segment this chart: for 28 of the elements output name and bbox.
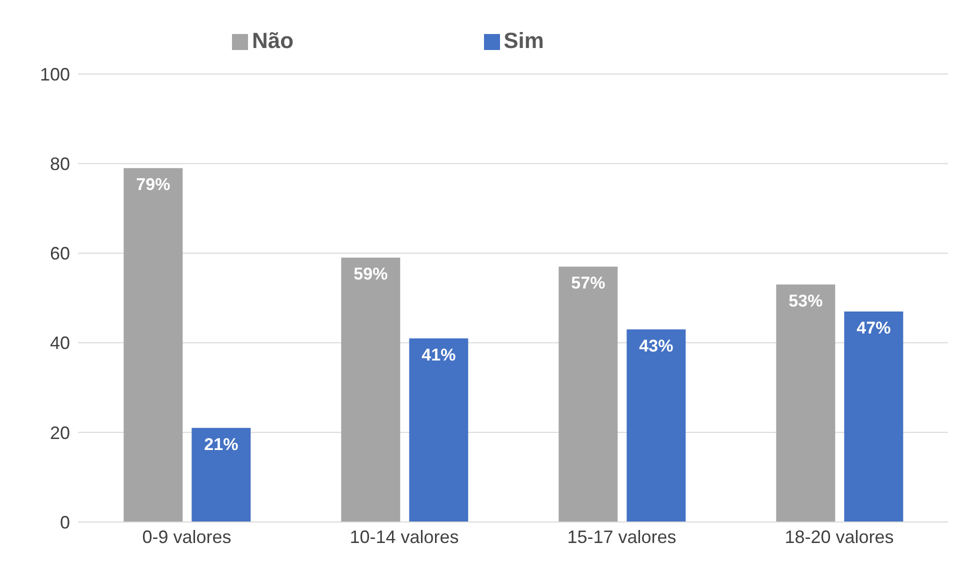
bar [124,168,183,522]
data-label: 59% [354,264,388,284]
bar [626,329,686,522]
data-label: 43% [639,336,674,356]
x-tick-label: 10-14 valores [350,526,459,547]
data-label: 79% [136,175,170,194]
data-label: 47% [856,318,891,338]
y-tick-label: 20 [50,422,70,443]
data-label: 57% [571,274,606,293]
y-tick-label: 0 [60,512,70,532]
bar [776,284,836,522]
y-tick-label: 80 [50,154,70,174]
data-label: 41% [422,345,456,364]
y-tick-label: 100 [40,64,70,84]
bar [844,311,904,522]
bar [409,338,468,522]
x-tick-label: 0-9 valores [142,526,232,547]
y-tick-label: 60 [50,244,70,264]
y-tick-label: 40 [50,333,70,354]
bar [341,258,400,522]
x-tick-label: 15-17 valores [567,526,676,547]
data-label: 53% [788,292,823,311]
x-tick-label: 18-20 valores [784,526,894,547]
legend-label: Não [252,28,294,53]
bar [558,266,618,522]
data-label: 21% [204,434,238,454]
legend-label: Sim [504,28,544,53]
bar [192,428,251,522]
